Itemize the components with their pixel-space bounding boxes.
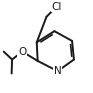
Text: O: O (18, 47, 26, 57)
Text: Cl: Cl (52, 1, 62, 12)
Text: N: N (54, 66, 62, 76)
